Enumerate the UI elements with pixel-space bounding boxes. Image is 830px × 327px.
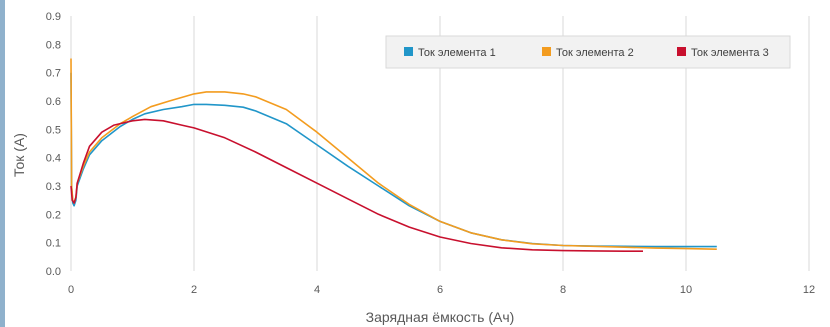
legend-label: Ток элемента 2 bbox=[556, 47, 634, 59]
legend-box bbox=[385, 35, 791, 69]
y-tick-label: 0.2 bbox=[46, 209, 61, 221]
window-edge-strip bbox=[0, 0, 5, 327]
legend-swatch bbox=[677, 47, 686, 56]
y-tick-label: 0.1 bbox=[46, 238, 61, 250]
x-tick-label: 6 bbox=[437, 284, 443, 296]
legend-label: Ток элемента 3 bbox=[691, 47, 769, 59]
x-tick-label: 4 bbox=[314, 284, 320, 296]
x-tick-label: 0 bbox=[68, 284, 74, 296]
y-tick-label: 0.4 bbox=[46, 153, 61, 165]
x-tick-label: 12 bbox=[803, 284, 815, 296]
y-axis-title: Ток (А) bbox=[11, 133, 27, 177]
y-tick-label: 0.9 bbox=[46, 11, 61, 23]
x-axis-title: Зарядная ёмкость (Ач) bbox=[366, 309, 515, 325]
legend-swatch bbox=[404, 47, 413, 56]
x-tick-label: 10 bbox=[680, 284, 692, 296]
x-axis-ticks: 0 2 4 6 8 10 12 bbox=[68, 284, 815, 296]
series-line-3 bbox=[70, 118, 643, 252]
y-tick-label: 0.0 bbox=[46, 266, 61, 278]
y-tick-label: 0.5 bbox=[46, 124, 61, 136]
x-tick-label: 2 bbox=[191, 284, 197, 296]
y-axis-ticks: 0.0 0.1 0.2 0.3 0.4 0.5 0.6 0.7 0.8 0.9 bbox=[46, 11, 61, 278]
legend-label: Ток элемента 1 bbox=[418, 47, 496, 59]
y-tick-label: 0.3 bbox=[46, 181, 61, 193]
y-tick-label: 0.6 bbox=[46, 96, 61, 108]
x-tick-label: 8 bbox=[560, 284, 566, 296]
legend-swatch bbox=[542, 47, 551, 56]
series-lines bbox=[70, 58, 717, 252]
y-tick-label: 0.7 bbox=[46, 68, 61, 80]
y-tick-label: 0.8 bbox=[46, 39, 61, 51]
legend: Ток элемента 1 Ток элемента 2 Ток элемента… bbox=[385, 35, 791, 69]
